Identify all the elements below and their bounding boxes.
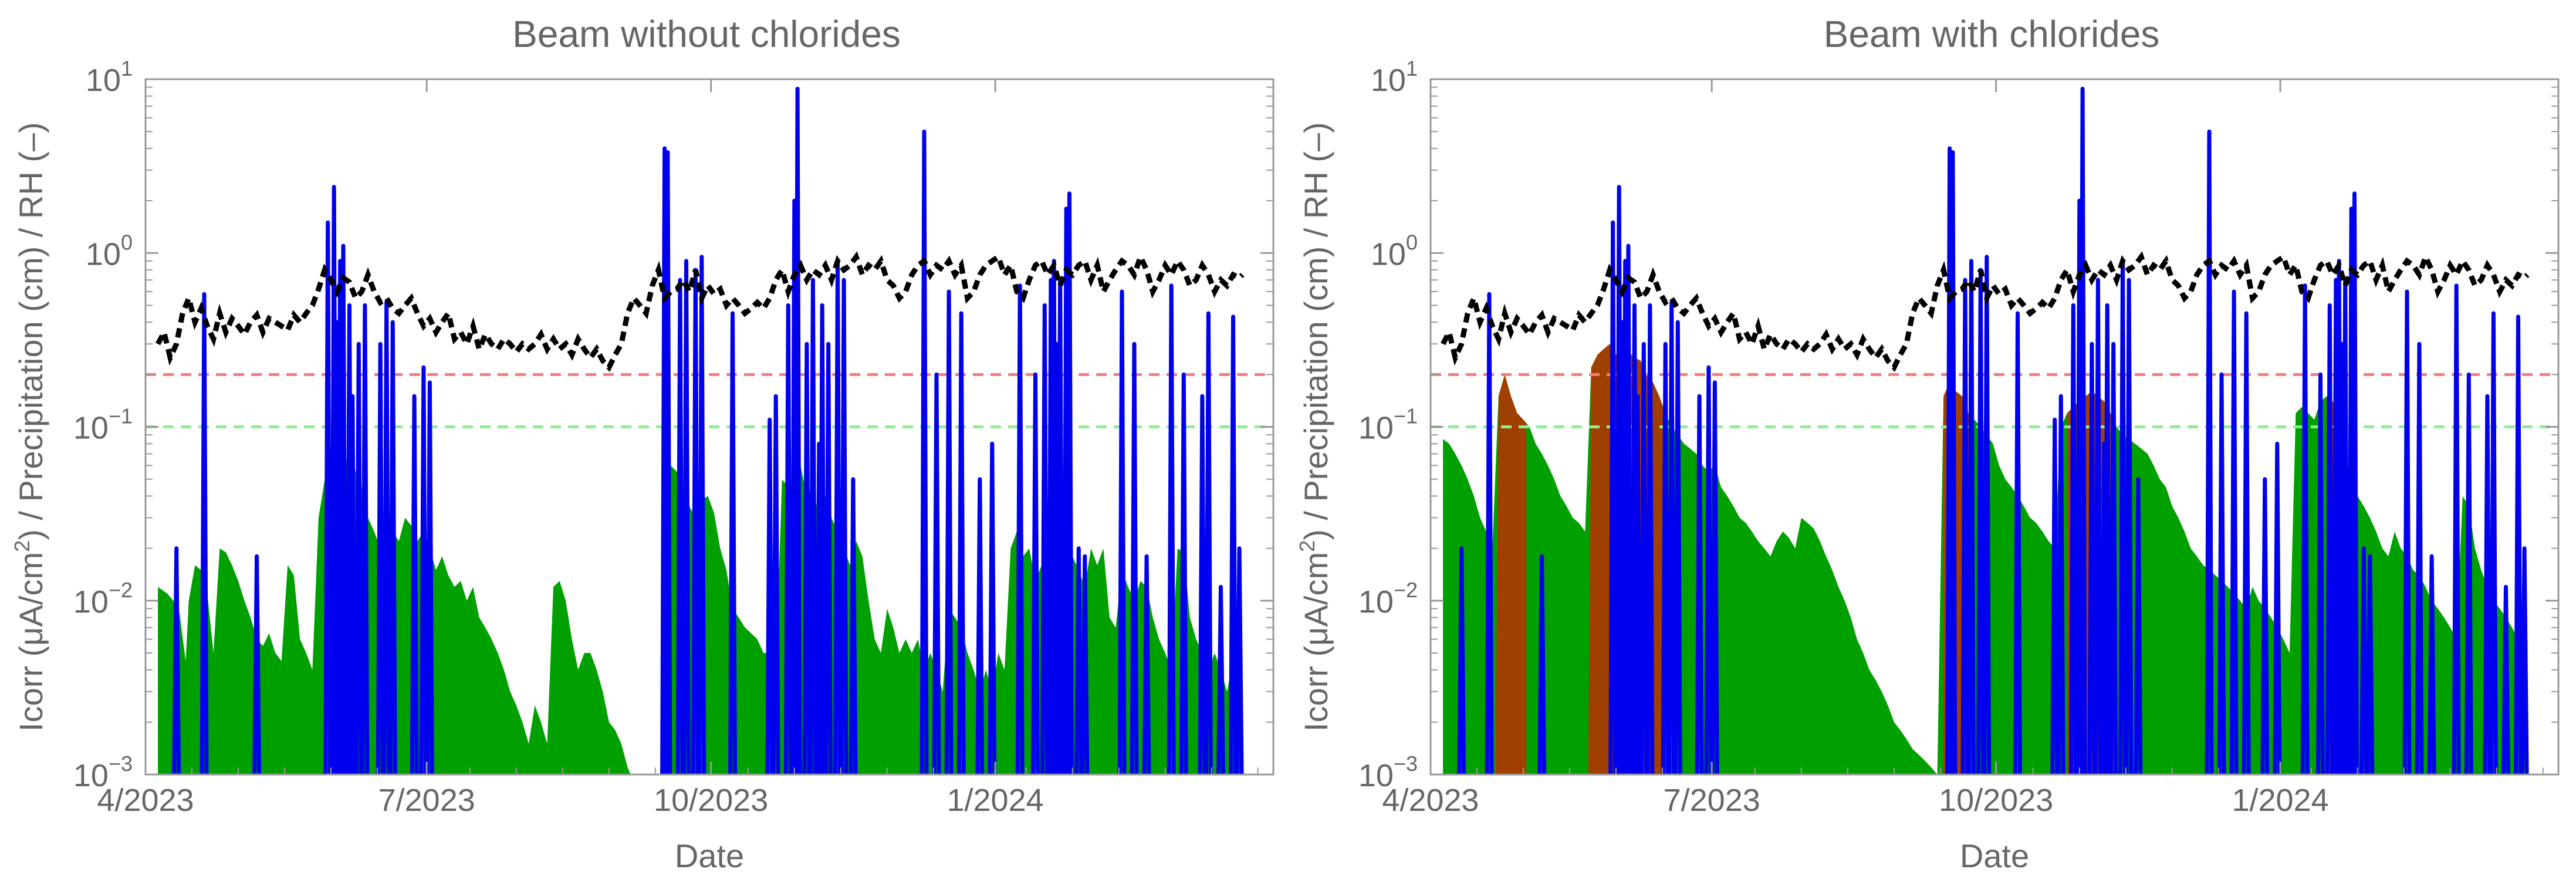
x-axis-label: Date	[675, 837, 744, 874]
y-tick-label: 100	[86, 230, 133, 272]
chart-title: Beam without chlorides	[512, 13, 901, 55]
chart-title: Beam with chlorides	[1824, 13, 2160, 55]
x-tick-label: 1/2024	[946, 783, 1043, 818]
chart-panel-1: Beam without chlorides 10−3 10−2 10−1 100 101…	[10, 13, 1275, 874]
y-axis-label: Icorr (μA/cm2) / Precipitation (cm) / RH…	[1295, 122, 1334, 732]
plot-area	[146, 86, 1273, 775]
y-tick-label: 10−2	[1358, 578, 1418, 620]
x-axis-label: Date	[1960, 837, 2029, 874]
y-tick-label: 10−3	[73, 752, 133, 793]
plot-area	[1431, 86, 2558, 775]
x-tick-label: 4/2023	[97, 783, 194, 818]
series-precipitation-line	[1443, 86, 2529, 775]
y-tick-label: 10−1	[73, 404, 133, 446]
y-tick-label: 10−2	[73, 578, 133, 620]
y-tick-label: 100	[1371, 230, 1418, 272]
x-tick-label: 1/2024	[2232, 783, 2328, 818]
x-tick-label: 7/2023	[378, 783, 475, 818]
y-axis-label: Icorr (μA/cm2) / Precipitation (cm) / RH…	[10, 122, 49, 732]
series-rh-line	[1441, 249, 2530, 372]
x-tick-label: 7/2023	[1664, 783, 1760, 818]
y-tick-label: 101	[86, 56, 133, 98]
series-rh-line	[155, 249, 1245, 372]
series-icorr-above-threshold-band	[1495, 374, 1527, 775]
y-tick-label: 101	[1371, 56, 1418, 98]
x-tick-label: 10/2023	[654, 783, 768, 818]
chart-panel-2: Beam with chlorides 10−3 10−2 10−1 100 101 4/2…	[1295, 13, 2560, 874]
y-tick-label: 10−1	[1358, 404, 1418, 446]
x-tick-label: 10/2023	[1939, 783, 2053, 818]
series-precipitation-line	[158, 86, 1244, 775]
x-tick-label: 4/2023	[1382, 783, 1479, 818]
y-tick-label: 10−3	[1358, 752, 1418, 793]
